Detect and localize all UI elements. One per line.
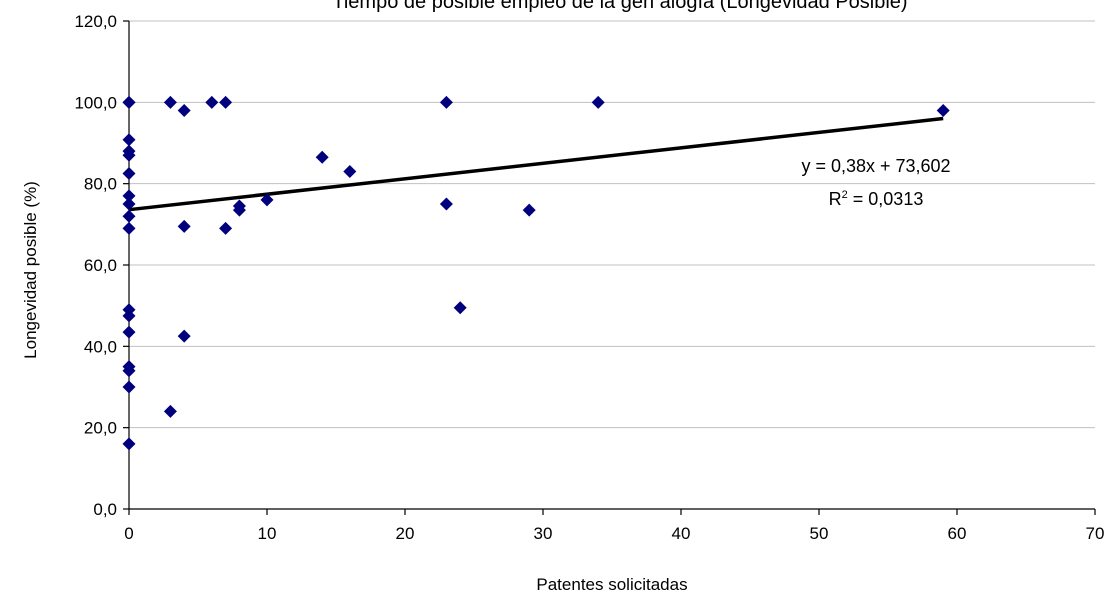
y-tick-label: 100,0 — [74, 93, 117, 112]
data-point — [122, 221, 136, 235]
data-point — [122, 209, 136, 223]
trendline — [128, 116, 944, 212]
data-point — [122, 309, 136, 323]
y-tick-label: 0,0 — [93, 500, 117, 519]
x-tick-label: 40 — [672, 524, 691, 543]
chart-title: Tiempo de posible empleo de la gen alogí… — [332, 0, 907, 13]
data-point — [122, 437, 136, 451]
data-point — [122, 167, 136, 180]
data-point — [122, 148, 136, 162]
data-point — [122, 380, 136, 394]
data-point — [122, 95, 136, 109]
data-point — [936, 103, 950, 117]
data-point — [122, 133, 136, 147]
x-tick-label: 20 — [396, 524, 415, 543]
y-tick-label: 80,0 — [84, 175, 117, 194]
data-point — [591, 95, 605, 109]
x-tick-label: 60 — [948, 524, 967, 543]
data-point — [177, 329, 191, 343]
data-point — [219, 221, 233, 235]
data-point — [232, 203, 246, 217]
y-tick-label: 40,0 — [84, 337, 117, 356]
y-tick-label: 60,0 — [84, 256, 117, 275]
data-point — [177, 219, 191, 233]
data-point — [122, 189, 136, 203]
data-point — [439, 197, 453, 211]
data-point — [343, 164, 357, 178]
x-tick-label: 30 — [534, 524, 553, 543]
x-tick-label: 70 — [1086, 524, 1105, 543]
data-point — [439, 95, 453, 109]
data-points — [122, 95, 950, 451]
data-point — [163, 404, 177, 418]
data-point — [163, 95, 177, 109]
x-tick-label: 0 — [124, 524, 133, 543]
data-point — [205, 95, 219, 109]
y-tick-label: 20,0 — [84, 419, 117, 438]
x-axis-ticks: 0 10 20 30 40 50 60 70 — [124, 509, 1104, 543]
x-tick-label: 10 — [258, 524, 277, 543]
data-point — [219, 95, 233, 109]
y-axis-label: Longevidad posible (%) — [21, 181, 40, 359]
y-axis-ticks: 0,0 20,0 40,0 60,0 80,0 100,0 120,0 — [74, 12, 129, 519]
data-point — [122, 197, 136, 211]
trendline-r-squared: R2 = 0,0313 — [829, 189, 924, 209]
data-point — [522, 203, 536, 217]
data-point — [453, 301, 467, 315]
data-point — [260, 193, 274, 207]
trendline-equation: y = 0,38x + 73,602 — [801, 156, 950, 176]
trendline-group — [128, 116, 944, 212]
data-point — [177, 103, 191, 117]
data-point — [122, 325, 136, 339]
x-axis-label: Patentes solicitadas — [536, 575, 687, 594]
data-point — [122, 364, 136, 378]
gridlines — [129, 20, 1095, 429]
y-tick-label: 120,0 — [74, 12, 117, 31]
x-tick-label: 50 — [810, 524, 829, 543]
data-point — [315, 150, 329, 164]
